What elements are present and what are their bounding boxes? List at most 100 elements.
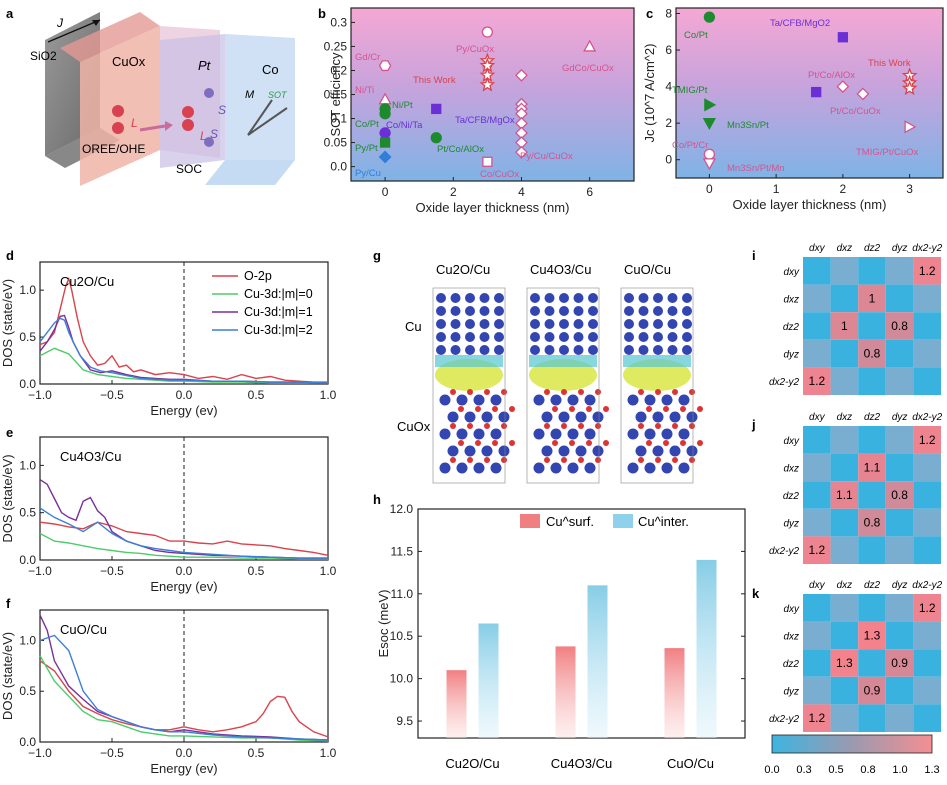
cu-atom [479, 293, 490, 303]
dos-curve-e [39, 507, 328, 559]
heatmap-value-j: 1.1 [836, 488, 853, 502]
heatmap-cell-j [885, 481, 914, 509]
cuox-cu-atom [567, 462, 579, 474]
dos-title-f: CuO/Cu [60, 622, 107, 637]
y-tick-label-h: 10.5 [390, 629, 414, 643]
cu-atom [682, 293, 692, 303]
oxygen-atom [655, 457, 661, 463]
annotation-b: Ni/Pt [392, 100, 413, 111]
x-tick-label-e: −1.0 [28, 564, 52, 578]
legend-label-d: Cu-3d:|m|=2 [244, 323, 313, 337]
heatmap-cell-k [803, 704, 831, 732]
oxygen-atom [672, 389, 678, 395]
cu-atom [588, 293, 598, 303]
heatmap-cell-i [913, 257, 941, 285]
heatmap-cell-k [858, 704, 886, 732]
x-tick-label-d: 0.5 [248, 388, 265, 402]
heatmap-value-j: 0.8 [864, 516, 881, 530]
heatmap-cell-k [913, 649, 941, 677]
annotation-b: Ta/CFB/MgOx [455, 115, 515, 126]
cu-atom [494, 293, 504, 303]
dos-title-e: Cu4O3/Cu [60, 449, 121, 464]
data-point-point [479, 76, 496, 92]
current-label: J [56, 16, 64, 30]
dos-curve-d [39, 276, 328, 383]
dos-curve-e [39, 521, 329, 556]
sot-arrow [247, 107, 288, 136]
x-tick-label-e: 0.5 [248, 564, 265, 578]
dos-panel-d: −1.0 −0.5 0.0 0.5 1.0 0.0 0.5 1.0 Cu2O/Cu Energy … [0, 261, 337, 418]
y-tick-label-b: 0.25 [324, 39, 348, 53]
cu-atom [544, 293, 555, 303]
oxygen-atom [501, 389, 507, 395]
heatmap-col-label-k: dyz [892, 580, 908, 591]
panel-label-f: f [6, 596, 11, 611]
panel-labels: a b c d e f g h i j k [6, 6, 760, 611]
cu-atom [436, 332, 446, 342]
data-point-pt-co-cuox [856, 87, 870, 101]
heatmap-value-i: 0.8 [864, 347, 881, 361]
bar-interface [478, 623, 499, 738]
oxygen-atom [663, 440, 669, 446]
cu-atom [682, 319, 692, 329]
cuox-cu-atom [584, 428, 596, 440]
heatmap-row-label-j: dz2 [783, 491, 800, 502]
y-tick-label-b: 0.1 [330, 112, 347, 126]
y-tick-label-h: 11.0 [391, 587, 414, 601]
heatmap-value-i: 1.2 [919, 264, 936, 278]
cuox-cu-atom [644, 428, 656, 440]
y-tick-label-b: 0.0 [330, 160, 347, 174]
cu-atom [479, 319, 490, 329]
heatmap-cell-i [803, 284, 831, 313]
cuox-label: CuOx [112, 54, 146, 69]
cu-atom [624, 332, 634, 342]
cuox-cu-atom [644, 394, 656, 406]
cuox-cu-atom [439, 428, 451, 440]
cu-atom [638, 345, 649, 355]
cuox-cu-atom [558, 411, 570, 423]
charge-density-band [623, 355, 691, 367]
oxygen-atom [638, 457, 644, 463]
cu-atom [559, 293, 569, 303]
co-label: Co [262, 62, 279, 77]
scatter-panel-c: 0 1 2 3 0 2 4 6 8 Oxide layer thickness (nm) Jc (1… [642, 6, 944, 212]
cu-atom [638, 332, 649, 342]
oxygen-atom [689, 457, 695, 463]
cu-atom [667, 332, 678, 342]
cuox-cu-atom [627, 462, 639, 474]
structure-title-cuo: CuO/Cu [624, 262, 671, 277]
cu-atom [682, 345, 692, 355]
x-tick-label-c: 3 [906, 182, 913, 196]
x-axis-label-d: Energy (ev) [150, 403, 217, 418]
heatmap-value-j: 0.8 [891, 488, 908, 502]
y-tick-label-d: 0.0 [19, 377, 36, 391]
orbital-sphere-bottom [112, 122, 124, 134]
heatmap-cell-i [913, 312, 941, 340]
heatmap-value-k: 0.9 [864, 684, 881, 698]
heatmap-row-label-k: dx2-y2 [769, 714, 799, 725]
cu-atom [653, 332, 663, 342]
cuox-cu-atom [635, 411, 647, 423]
y-tick-label-b: 0.2 [330, 63, 347, 77]
annotation-c: Co/Pt/Cr [672, 140, 708, 151]
panel-label-e: e [6, 425, 13, 440]
oxygen-atom [467, 423, 473, 429]
heatmap-cell-k [830, 676, 859, 705]
cuox-cu-atom [490, 428, 502, 440]
heatmap-col-label-j: dyz [892, 412, 908, 423]
cu-atom [667, 319, 678, 329]
annotation-c: TMIG/Pt/CuOx [856, 147, 919, 158]
x-tick-label-c: 0 [706, 182, 713, 196]
cuox-cu-atom [567, 394, 579, 406]
y-tick-label-b: 0.3 [330, 15, 347, 29]
colorbar-tick-label: 0.5 [828, 764, 843, 776]
cu-atom [450, 319, 461, 329]
y-axis-label-c: Jc (10^7 A/cm^2) [642, 44, 657, 143]
legend-swatch-surface [520, 514, 540, 528]
dos-curve-f [39, 660, 329, 738]
heatmap-value-j: 1.2 [919, 433, 936, 447]
cu-atom [436, 319, 446, 329]
cu-atom [465, 345, 475, 355]
